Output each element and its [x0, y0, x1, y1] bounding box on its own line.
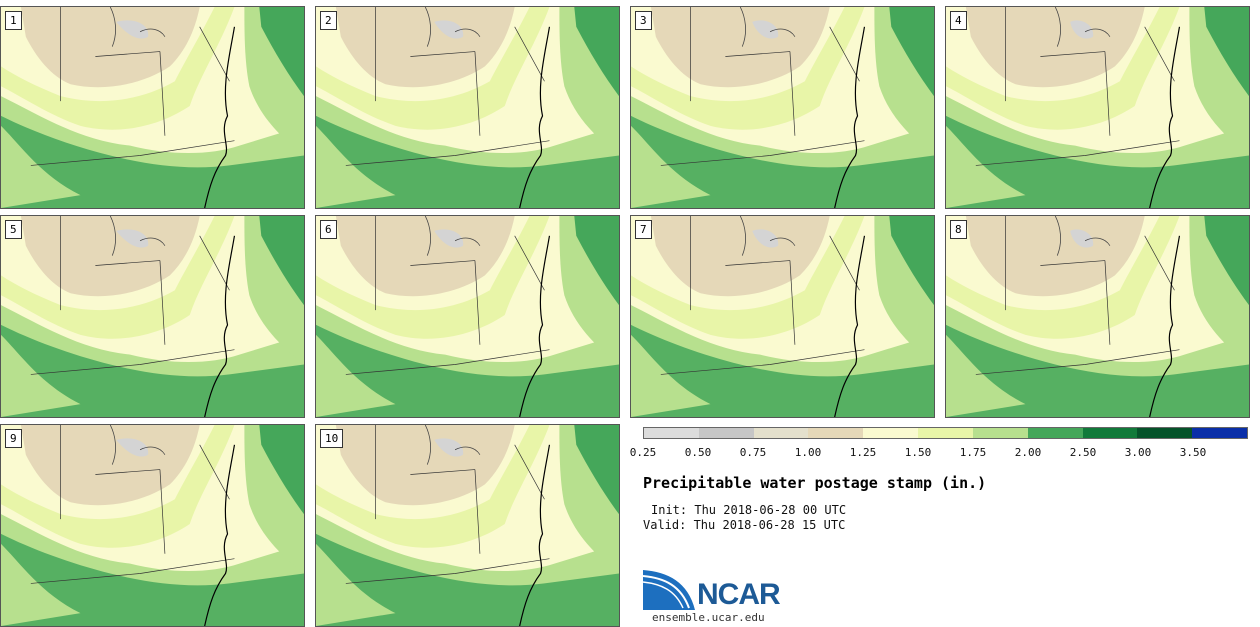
colorbar-tick-label: 0.75	[739, 446, 767, 459]
map-panel-8: 8	[945, 215, 1250, 418]
ncar-logo	[643, 570, 695, 610]
colorbar-swatch	[698, 428, 754, 438]
map-panel-7: 7	[630, 215, 935, 418]
map-panel-3: 3	[630, 6, 935, 209]
ncar-logo-text: NCAR	[697, 578, 781, 611]
panel-number-label: 7	[635, 220, 652, 239]
colorbar-tick-label: 2.50	[1069, 446, 1097, 459]
chart-title: Precipitable water postage stamp (in.)	[643, 474, 987, 492]
valid-time: Valid: Thu 2018-06-28 15 UTC	[643, 518, 846, 532]
panel-number-label: 3	[635, 11, 652, 30]
map-panel-10: 10	[315, 424, 620, 627]
map-panel-5: 5	[0, 215, 305, 418]
colorbar-swatch	[863, 428, 919, 438]
colorbar-tick-label: 0.50	[684, 446, 712, 459]
colorbar-tick-label: 1.50	[904, 446, 932, 459]
colorbar-swatch	[753, 428, 809, 438]
panel-number-label: 8	[950, 220, 967, 239]
panel-number-label: 6	[320, 220, 337, 239]
map-panel-2: 2	[315, 6, 620, 209]
colorbar-swatch	[918, 428, 973, 438]
panel-number-label: 10	[320, 429, 344, 448]
panel-number-label: 9	[5, 429, 22, 448]
panel-number-label: 5	[5, 220, 22, 239]
map-panel-1: 1	[0, 6, 305, 209]
panel-number-label: 1	[5, 11, 22, 30]
colorbar-tick-label: 1.00	[794, 446, 822, 459]
colorbar-swatch	[1027, 428, 1083, 438]
colorbar-tick-label: 3.00	[1124, 446, 1152, 459]
website-url: ensemble.ucar.edu	[652, 611, 765, 624]
panel-number-label: 4	[950, 11, 967, 30]
map-panel-9: 9	[0, 424, 305, 627]
colorbar-tick-label: 1.25	[849, 446, 877, 459]
colorbar-swatch	[1137, 428, 1193, 438]
colorbar-tick-label: 3.50	[1179, 446, 1207, 459]
colorbar-swatch	[972, 428, 1028, 438]
colorbar-swatch	[644, 428, 699, 438]
colorbar-tick-label: 0.25	[629, 446, 657, 459]
colorbar	[643, 427, 1248, 439]
map-panel-4: 4	[945, 6, 1250, 209]
panel-number-label: 2	[320, 11, 337, 30]
colorbar-tick-label: 1.75	[959, 446, 987, 459]
colorbar-swatch	[1192, 428, 1247, 438]
colorbar-swatch	[1082, 428, 1138, 438]
colorbar-tick-label: 2.00	[1014, 446, 1042, 459]
init-time: Init: Thu 2018-06-28 00 UTC	[651, 503, 847, 517]
map-panel-6: 6	[315, 215, 620, 418]
colorbar-swatch	[808, 428, 864, 438]
